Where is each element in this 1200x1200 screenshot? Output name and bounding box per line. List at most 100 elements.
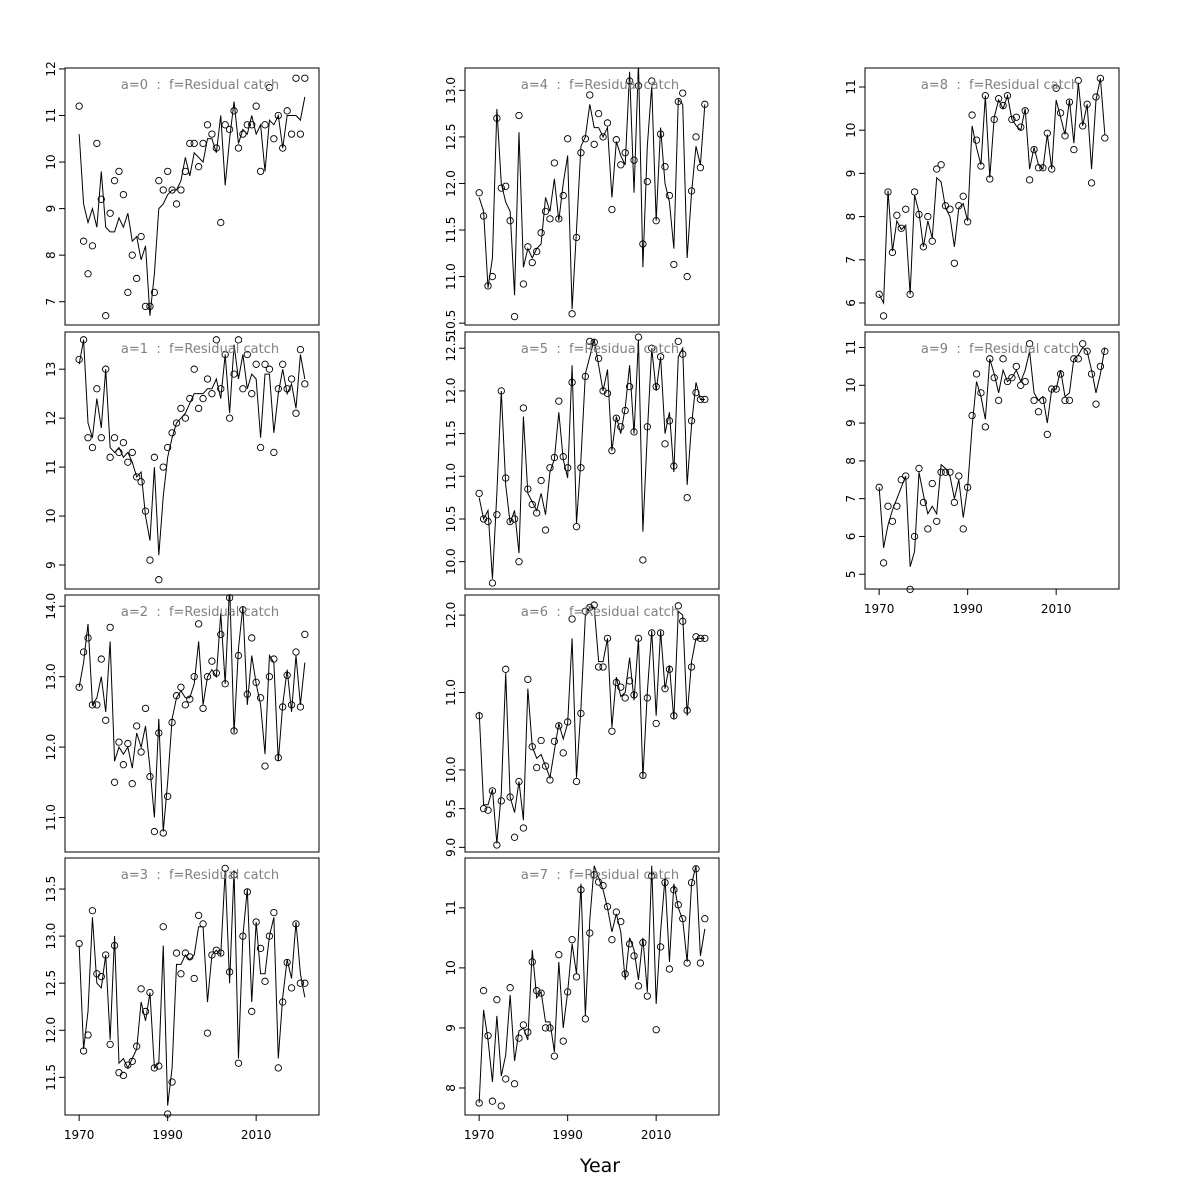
data-point: [599, 133, 607, 141]
data-point: [1008, 115, 1016, 124]
data-point: [106, 209, 114, 217]
data-point: [164, 1110, 172, 1118]
data-point: [541, 762, 550, 770]
panel-title: a=9 : f=Residual catch: [921, 342, 1079, 357]
data-point: [1017, 381, 1025, 389]
data-point: [968, 411, 976, 420]
data-point: [656, 943, 665, 951]
data-point: [248, 634, 256, 642]
data-point: [190, 365, 198, 373]
data-point: [128, 780, 136, 788]
data-point: [652, 719, 660, 728]
data-point: [146, 556, 154, 564]
data-point: [555, 722, 563, 730]
data-point: [177, 683, 185, 691]
data-point: [550, 1052, 559, 1060]
y-tick-label: 9: [844, 419, 858, 427]
data-point: [599, 387, 607, 395]
data-point: [568, 615, 576, 623]
data-point: [102, 716, 110, 724]
y-tick-label: 10.0: [444, 548, 458, 575]
data-point: [555, 397, 563, 405]
data-point: [84, 270, 92, 278]
plot-frame: [64, 67, 320, 326]
y-tick-label: 8: [444, 1084, 458, 1092]
data-point: [506, 984, 514, 992]
data-point: [648, 77, 656, 85]
data-point: [181, 701, 190, 709]
data-point: [115, 738, 123, 746]
data-point: [555, 215, 563, 223]
data-point: [555, 951, 563, 959]
data-point: [119, 761, 128, 769]
data-point: [581, 1015, 590, 1023]
data-point: [292, 648, 300, 656]
data-point: [199, 920, 207, 928]
data-point: [617, 423, 625, 431]
data-point: [146, 773, 154, 781]
data-point: [893, 211, 901, 219]
data-point: [643, 177, 651, 186]
data-point: [661, 163, 669, 171]
data-point: [1079, 340, 1087, 348]
data-point: [568, 936, 576, 944]
data-point: [265, 83, 274, 92]
data-point: [194, 620, 203, 628]
y-tick-label: 13: [44, 362, 58, 377]
data-point: [924, 212, 932, 221]
data-point: [1070, 145, 1078, 154]
y-tick-label: 9: [444, 1024, 458, 1032]
data-point: [608, 205, 616, 214]
data-point: [475, 489, 483, 498]
data-point: [572, 523, 581, 531]
y-tick-label: 12: [44, 411, 58, 426]
data-point: [124, 739, 132, 748]
data-point: [283, 958, 291, 967]
data-point: [630, 156, 638, 164]
data-point: [164, 792, 172, 801]
data-point: [933, 517, 941, 525]
y-tick-label: 11: [44, 108, 58, 123]
data-point: [950, 259, 959, 267]
data-point: [225, 125, 234, 134]
data-point: [270, 908, 278, 917]
data-point: [959, 525, 967, 533]
data-point: [630, 952, 638, 960]
y-tick-label: 13.0: [44, 923, 58, 950]
data-point: [586, 337, 594, 346]
data-point: [252, 102, 260, 110]
data-point: [301, 74, 309, 82]
y-tick-label: 12.0: [44, 734, 58, 761]
data-point: [212, 336, 220, 344]
data-point: [915, 464, 923, 473]
data-point: [590, 140, 598, 149]
data-point: [177, 970, 185, 978]
data-point: [248, 390, 256, 398]
y-tick-label: 12.0: [44, 1017, 58, 1044]
data-point: [243, 350, 251, 359]
data-point: [621, 694, 629, 702]
data-point: [287, 375, 296, 383]
data-point: [594, 354, 603, 363]
data-point: [1083, 347, 1091, 355]
data-point: [506, 517, 514, 526]
data-point: [137, 232, 145, 241]
data-point: [172, 419, 181, 427]
plot-frame: [464, 594, 720, 853]
data-point: [88, 907, 97, 915]
data-point: [301, 380, 309, 388]
data-point: [955, 472, 963, 480]
y-tick-label: 11.0: [44, 804, 58, 831]
data-point: [959, 192, 967, 200]
data-point: [665, 191, 674, 200]
data-point: [239, 385, 247, 393]
data-point: [203, 121, 212, 129]
panel-title: a=6 : f=Residual catch: [521, 605, 679, 620]
data-point: [225, 414, 234, 422]
data-point: [186, 394, 194, 403]
data-point: [502, 182, 510, 190]
data-point: [1030, 145, 1038, 154]
data-point: [128, 448, 136, 457]
data-point: [692, 388, 700, 397]
